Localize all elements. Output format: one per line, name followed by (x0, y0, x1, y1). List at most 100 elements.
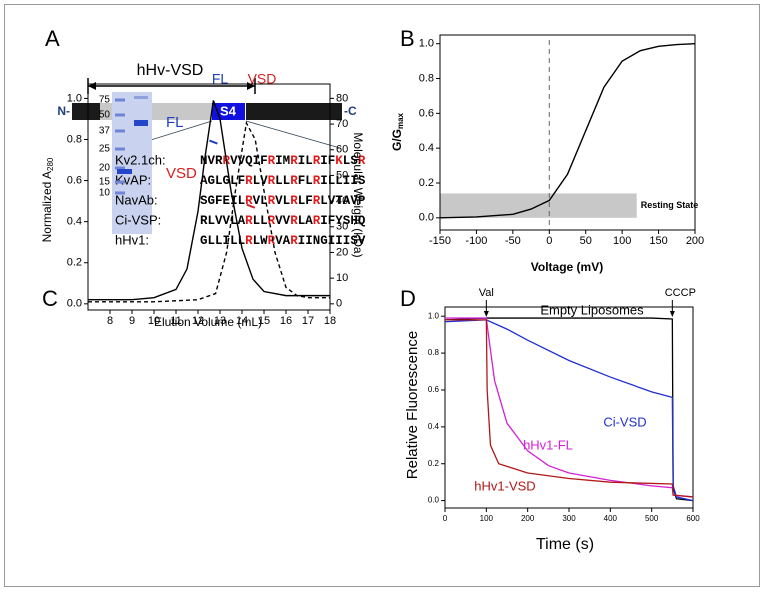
x-tick-label: 400 (604, 514, 618, 523)
x-tick-label: 9 (129, 315, 135, 327)
y-axis-label: G/Gmax (390, 112, 405, 151)
x-tick-label: 500 (645, 514, 659, 523)
ladder-band (115, 147, 125, 151)
sequence-name: Ci-VSP: (115, 212, 161, 227)
x-tick-label: 100 (480, 514, 494, 523)
sequence: RLVVLARLLRVVRLARIFYSHQ (200, 214, 366, 228)
series-line (88, 120, 330, 303)
x-tick-label: -150 (429, 235, 451, 247)
y-tick-label: 0.4 (67, 216, 82, 228)
x-tick-label: 17 (302, 315, 314, 327)
x-tick-label: 0 (443, 514, 448, 523)
s4-block (212, 103, 245, 120)
segment-label: S4 (220, 103, 237, 118)
y-axis-label-sub: max (396, 112, 405, 129)
x-tick-label: 11 (170, 315, 181, 327)
y-tick-label: 0.4 (428, 422, 440, 431)
y-tick-label: 1.0 (67, 92, 82, 104)
x-tick-label: -100 (465, 235, 487, 247)
y2-tick-label: 10 (336, 272, 348, 284)
gel-band (117, 169, 132, 174)
domain-block (72, 103, 100, 120)
panel-label: B (400, 26, 415, 51)
x-tick-label: -50 (505, 235, 521, 247)
y-tick-label: 0.4 (419, 142, 434, 154)
annotation: CCCP (665, 287, 696, 299)
series-line (88, 100, 330, 301)
x-tick-label: 100 (613, 235, 631, 247)
sequence-name: Kv2.1ch: (115, 152, 166, 167)
y2-tick-label: 0 (336, 298, 342, 310)
y-axis-label-main: G/G (390, 129, 404, 151)
ladder-label: 37 (99, 126, 111, 137)
x-tick-label: 200 (686, 235, 704, 247)
sequence-name: KvAP: (115, 172, 151, 187)
y-tick-label: 0.6 (428, 385, 440, 394)
y-tick-label: 0.8 (67, 133, 82, 145)
sequence-name: NavAb: (115, 192, 158, 207)
ladder-band (115, 113, 125, 117)
x-tick-label: 12 (192, 315, 204, 327)
y-tick-label: 0.8 (419, 72, 434, 84)
arrow-head (669, 311, 675, 317)
arrow-head (483, 311, 489, 317)
terminus-label: N- (57, 104, 70, 118)
mw-point (246, 203, 256, 209)
gel-band (134, 96, 148, 99)
y2-tick-label: 70 (336, 118, 348, 130)
zoom-line (245, 120, 341, 149)
ladder-label: 50 (99, 110, 111, 121)
y-tick-label: 1.0 (419, 38, 434, 50)
panel-label: A (45, 26, 60, 51)
ladder-label: 10 (99, 188, 111, 199)
panel-label: C (42, 286, 58, 311)
annotation: Val (479, 287, 494, 299)
region-label: hHv-VSD (137, 62, 204, 79)
sequence: AGLGLFRLVRLLRFLRILLIIS (200, 174, 366, 188)
x-tick-label: 600 (686, 514, 700, 523)
gel-lane-label: FL (166, 114, 184, 131)
panel-label: D (400, 286, 416, 311)
y-tick-label: 0.0 (419, 212, 434, 224)
x-tick-label: 10 (148, 315, 160, 327)
y-tick-label: 0.6 (67, 174, 82, 186)
y2-tick-label: 40 (336, 195, 348, 207)
x-tick-label: 50 (580, 235, 592, 247)
ladder-band (115, 166, 125, 170)
sequence-name: hHv1: (115, 232, 149, 247)
plot-frame (87, 83, 331, 311)
figure-border (4, 4, 760, 587)
y2-tick-label: 60 (336, 144, 348, 156)
gel-band (134, 120, 148, 126)
x-tick-label: 300 (562, 514, 576, 523)
y-axis-label: Normalized A280 (40, 157, 55, 242)
sequence: NVRRVVQIFRIMRILRIFKLSR (200, 154, 366, 168)
ladder-label: 25 (99, 144, 111, 155)
terminus-label: -C (344, 104, 357, 118)
series-label: hHv1-FL (523, 437, 573, 452)
y-tick-label: 0.0 (428, 496, 440, 505)
x-tick-label: 8 (107, 315, 113, 327)
region-label: Resting State (641, 200, 699, 210)
y-axis-label-sub: 280 (46, 157, 55, 171)
ladder-label: 75 (99, 95, 111, 106)
x-tick-label: 0 (546, 235, 552, 247)
x-axis-label: Time (s) (536, 536, 594, 553)
gel-lane-label: VSD (166, 165, 197, 182)
y-tick-label: 0.2 (419, 177, 434, 189)
series-label: Ci-VSD (603, 414, 646, 429)
y-tick-label: 0.2 (428, 459, 440, 468)
ladder-label: 20 (99, 163, 111, 174)
domain-block (246, 103, 342, 120)
y2-tick-label: 20 (336, 246, 348, 258)
y2-tick-label: 30 (336, 221, 348, 233)
series-line (444, 319, 694, 502)
x-tick-label: 14 (236, 315, 248, 327)
ladder-label: 15 (99, 177, 111, 188)
series-label: Empty Liposomes (540, 302, 644, 317)
y2-tick-label: 80 (336, 92, 348, 104)
series-label: hHv1-VSD (474, 478, 535, 493)
y2-axis-label: Molecular Weight (kDa) (351, 132, 365, 257)
ladder-band (115, 180, 125, 184)
ladder-band (115, 191, 125, 195)
